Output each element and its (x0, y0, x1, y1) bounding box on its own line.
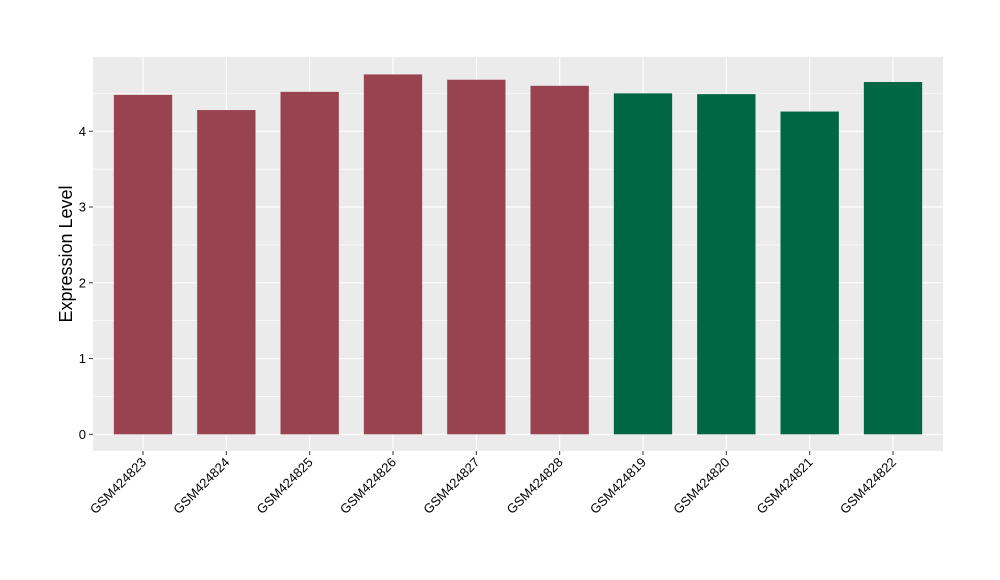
bar (447, 79, 506, 435)
bar (363, 74, 423, 435)
x-tick-label: GSM424823 (87, 455, 149, 517)
x-tick-label: GSM424827 (420, 455, 482, 517)
y-tick-label: 2 (79, 275, 86, 290)
bar (613, 93, 673, 435)
x-tick-label: GSM424819 (587, 455, 649, 517)
bar (113, 94, 173, 435)
x-axis: GSM424823 GSM424824 GSM424825 GSM424826 GSM4… (87, 451, 899, 517)
x-tick-label: GSM424825 (254, 455, 316, 517)
bar (780, 111, 839, 435)
bar (197, 110, 256, 435)
x-tick-label: GSM424828 (504, 455, 566, 517)
x-tick-label: GSM424824 (170, 455, 232, 517)
x-tick-label: GSM424820 (670, 455, 732, 517)
y-tick-label: 0 (79, 427, 86, 442)
bar (863, 82, 923, 435)
x-tick-label: GSM424822 (837, 455, 899, 517)
y-axis: 0 1 2 3 4 (79, 124, 93, 442)
x-tick-label: GSM424821 (754, 455, 816, 517)
bars (113, 74, 923, 435)
y-tick-label: 3 (79, 200, 86, 215)
bar (280, 91, 339, 435)
y-tick-label: 4 (79, 124, 86, 139)
bar (530, 85, 589, 435)
y-axis-title: Expression Level (56, 185, 76, 322)
bar (697, 94, 756, 435)
y-tick-label: 1 (79, 351, 86, 366)
x-tick-label: GSM424826 (337, 455, 399, 517)
